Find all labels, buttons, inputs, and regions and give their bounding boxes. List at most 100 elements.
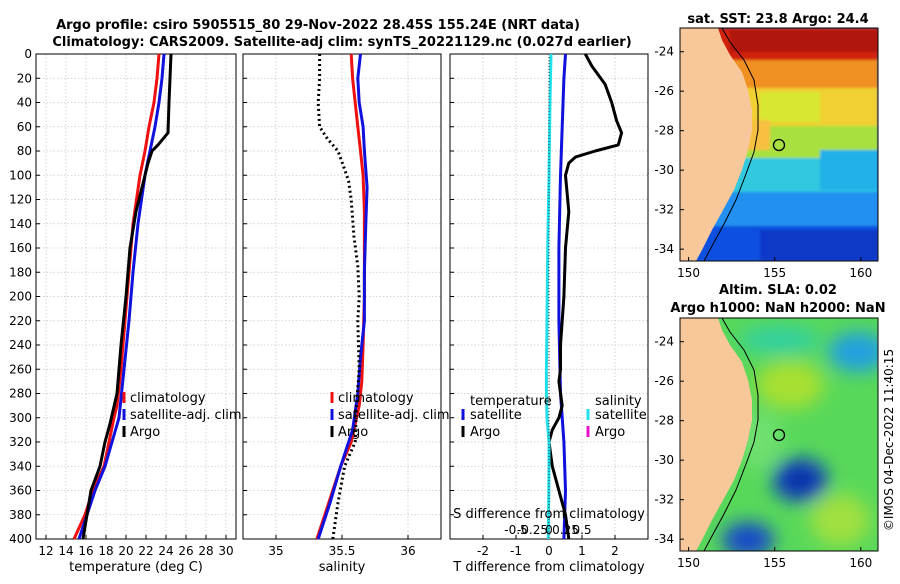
s-tick-label: -0.5 (504, 523, 527, 537)
x-axis-label: salinity (319, 560, 366, 575)
sst-shelf-contour (703, 28, 759, 261)
map-y-tick-label: -26 (654, 84, 674, 98)
map-y-tick-label: -32 (654, 493, 674, 507)
sla-argo-marker (772, 428, 786, 442)
sst-patch-cyan (820, 150, 878, 190)
y-tick-label: 280 (9, 387, 32, 401)
legend-label: Argo (130, 425, 160, 440)
map-x-tick-label: 155 (763, 556, 786, 570)
y-tick-label: 400 (9, 532, 32, 546)
sla-map-title2: Argo h1000: NaN h2000: NaN (670, 301, 885, 316)
sla-map-frame (679, 317, 879, 552)
y-tick-label: 320 (9, 435, 32, 449)
sla-eddy-low1-core (786, 470, 814, 490)
x-tick-label: 0 (545, 544, 553, 558)
y-tick-label: 160 (9, 241, 32, 255)
y-tick-label: 60 (17, 120, 32, 134)
map-y-tick-label: -32 (654, 203, 674, 217)
header-line2: Climatology: CARS2009. Satellite-adj cli… (52, 35, 631, 50)
x-tick-label: 35.5 (329, 544, 356, 558)
map-x-tick-label: 160 (849, 556, 872, 570)
x-tick-label: 35 (268, 544, 283, 558)
y-tick-label: 220 (9, 314, 32, 328)
map-y-tick-label: -28 (654, 124, 674, 138)
sst-patch-dark (730, 30, 878, 52)
map-y-tick-label: -34 (654, 242, 674, 256)
sst-argo-marker (772, 138, 786, 152)
x-tick-label: 2 (611, 544, 619, 558)
sst-patch-yellowgreen (760, 92, 820, 122)
y-tick-label: 260 (9, 362, 32, 376)
sst-map-frame (679, 27, 879, 262)
y-tick-label: 340 (9, 459, 32, 473)
sst-map-axes: 150 155 160 -24 -26 -28 -30 -32 -34 (654, 45, 872, 280)
sla-map-title1: Altim. SLA: 0.02 (719, 283, 837, 298)
sst-land-australia (680, 28, 752, 261)
s-tick-label: 0 (545, 523, 553, 537)
map-y-tick-label: -28 (654, 414, 674, 428)
map-y-tick-label: -30 (654, 163, 674, 177)
legend-label: satellite-adj. clim (338, 408, 450, 423)
x-tick-label: 30 (218, 544, 233, 558)
legend-label: Argo (595, 425, 625, 440)
y-tick-label: 360 (9, 484, 32, 498)
salinity-panel: 35 35.5 36 salinity climatology satellite-adj… (242, 53, 450, 575)
y-tick-label: 300 (9, 411, 32, 425)
x-tick-label: 26 (178, 544, 193, 558)
sst-map-title: sat. SST: 23.8 Argo: 24.4 (687, 12, 868, 27)
legend-label: Argo (338, 425, 368, 440)
imos-credit: ©IMOS 04-Dec-2022 11:40:15 (882, 349, 896, 531)
sla-map-field (680, 318, 878, 551)
difference-panel: -2 -1 0 1 2 T difference from climatology S di… (449, 53, 649, 575)
series-line-argo (316, 54, 361, 540)
sla-land-australia (680, 318, 752, 551)
s-tick-label: 0.25 (552, 523, 579, 537)
legend-title-salinity: salinity (595, 394, 642, 409)
x-tick-label: 36 (400, 544, 415, 558)
map-y-tick-label: -24 (654, 45, 674, 59)
s-tick-label: 0.5 (572, 523, 591, 537)
map-x-tick-label: 150 (677, 266, 700, 280)
sla-shelf-contour (703, 318, 759, 551)
map-y-tick-label: -34 (654, 532, 674, 546)
sst-patch-deep (760, 230, 878, 261)
x-tick-label: 14 (58, 544, 73, 558)
legend-label: satellite (595, 408, 647, 423)
y-tick-label: 180 (9, 265, 32, 279)
x-tick-label: 24 (158, 544, 173, 558)
map-y-tick-label: -26 (654, 374, 674, 388)
y-tick-label: 40 (17, 96, 32, 110)
series-line-temperature-satellite (557, 53, 567, 540)
y-tick-label: 80 (17, 144, 32, 158)
map-x-tick-label: 150 (677, 556, 700, 570)
sla-band (740, 326, 820, 354)
legend-label: Argo (470, 425, 500, 440)
x-tick-label: -1 (510, 544, 522, 558)
sla-high2 (810, 494, 870, 546)
legend-label: climatology (130, 391, 206, 406)
map-x-tick-label: 160 (849, 266, 872, 280)
sst-map-field (680, 28, 878, 261)
x-tick-label: 18 (98, 544, 113, 558)
temperature-panel: 12 14 16 18 20 22 24 26 28 3002040608010012014016… (9, 47, 242, 575)
legend-label: satellite-adj. clim (130, 408, 242, 423)
y-tick-label: 380 (9, 508, 32, 522)
x-tick-label: 22 (138, 544, 153, 558)
map-y-tick-label: -24 (654, 335, 674, 349)
sla-eddy-low3 (828, 332, 878, 372)
legend-label: satellite (470, 408, 522, 423)
x-tick-label: 20 (118, 544, 133, 558)
legend-title-temperature: temperature (470, 394, 552, 409)
y-tick-label: 100 (9, 168, 32, 182)
x-axis-label-top: S difference from climatology (453, 507, 645, 522)
series-line-satellite-adj-clim (316, 53, 369, 540)
header-line1: Argo profile: csiro 5905515_80 29-Nov-20… (56, 18, 580, 33)
y-tick-label: 140 (9, 217, 32, 231)
x-tick-label: 28 (198, 544, 213, 558)
y-tick-label: 20 (17, 71, 32, 85)
x-axis-label: T difference from climatology (452, 560, 645, 575)
x-axis-label: temperature (deg C) (69, 560, 203, 575)
x-tick-label: 1 (578, 544, 586, 558)
